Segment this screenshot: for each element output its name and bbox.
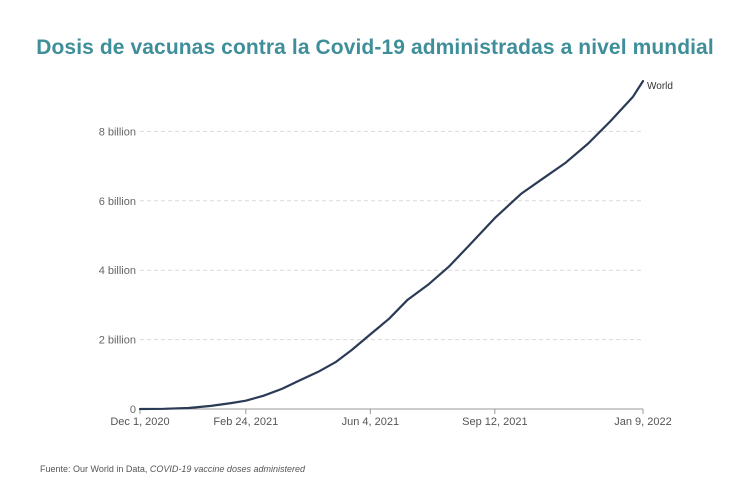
x-tick-label: Jun 4, 2021 [342, 416, 400, 428]
x-tick-label: Sep 12, 2021 [462, 416, 527, 428]
series-label: World [647, 81, 673, 92]
source-prefix: Fuente: Our World in Data, [40, 464, 148, 474]
source-note: Fuente: Our World in Data, COVID-19 vacc… [40, 464, 305, 474]
y-tick-label: 8 billion [99, 126, 136, 138]
x-tick-label: Jan 9, 2022 [614, 416, 672, 428]
y-tick-label: 4 billion [99, 265, 136, 277]
x-axis: Dec 1, 2020 Feb 24, 2021 Jun 4, 2021 Sep 12… [110, 408, 672, 428]
x-tick-label: Feb 24, 2021 [213, 416, 278, 428]
chart-title: Dosis de vacunas contra la Covid-19 admi… [36, 36, 714, 59]
y-axis: 0 2 billion 4 billion 6 billion 8 billion [99, 126, 136, 416]
source-dataset: COVID-19 vaccine doses administered [149, 464, 305, 474]
series-layer: World [138, 80, 673, 411]
y-tick-label: 2 billion [99, 335, 136, 347]
x-tick-label: Dec 1, 2020 [110, 416, 169, 428]
gridlines [140, 130, 643, 341]
y-tick-label: 6 billion [99, 196, 136, 208]
series-line-world [138, 80, 645, 411]
y-tick-label: 0 [130, 404, 136, 416]
